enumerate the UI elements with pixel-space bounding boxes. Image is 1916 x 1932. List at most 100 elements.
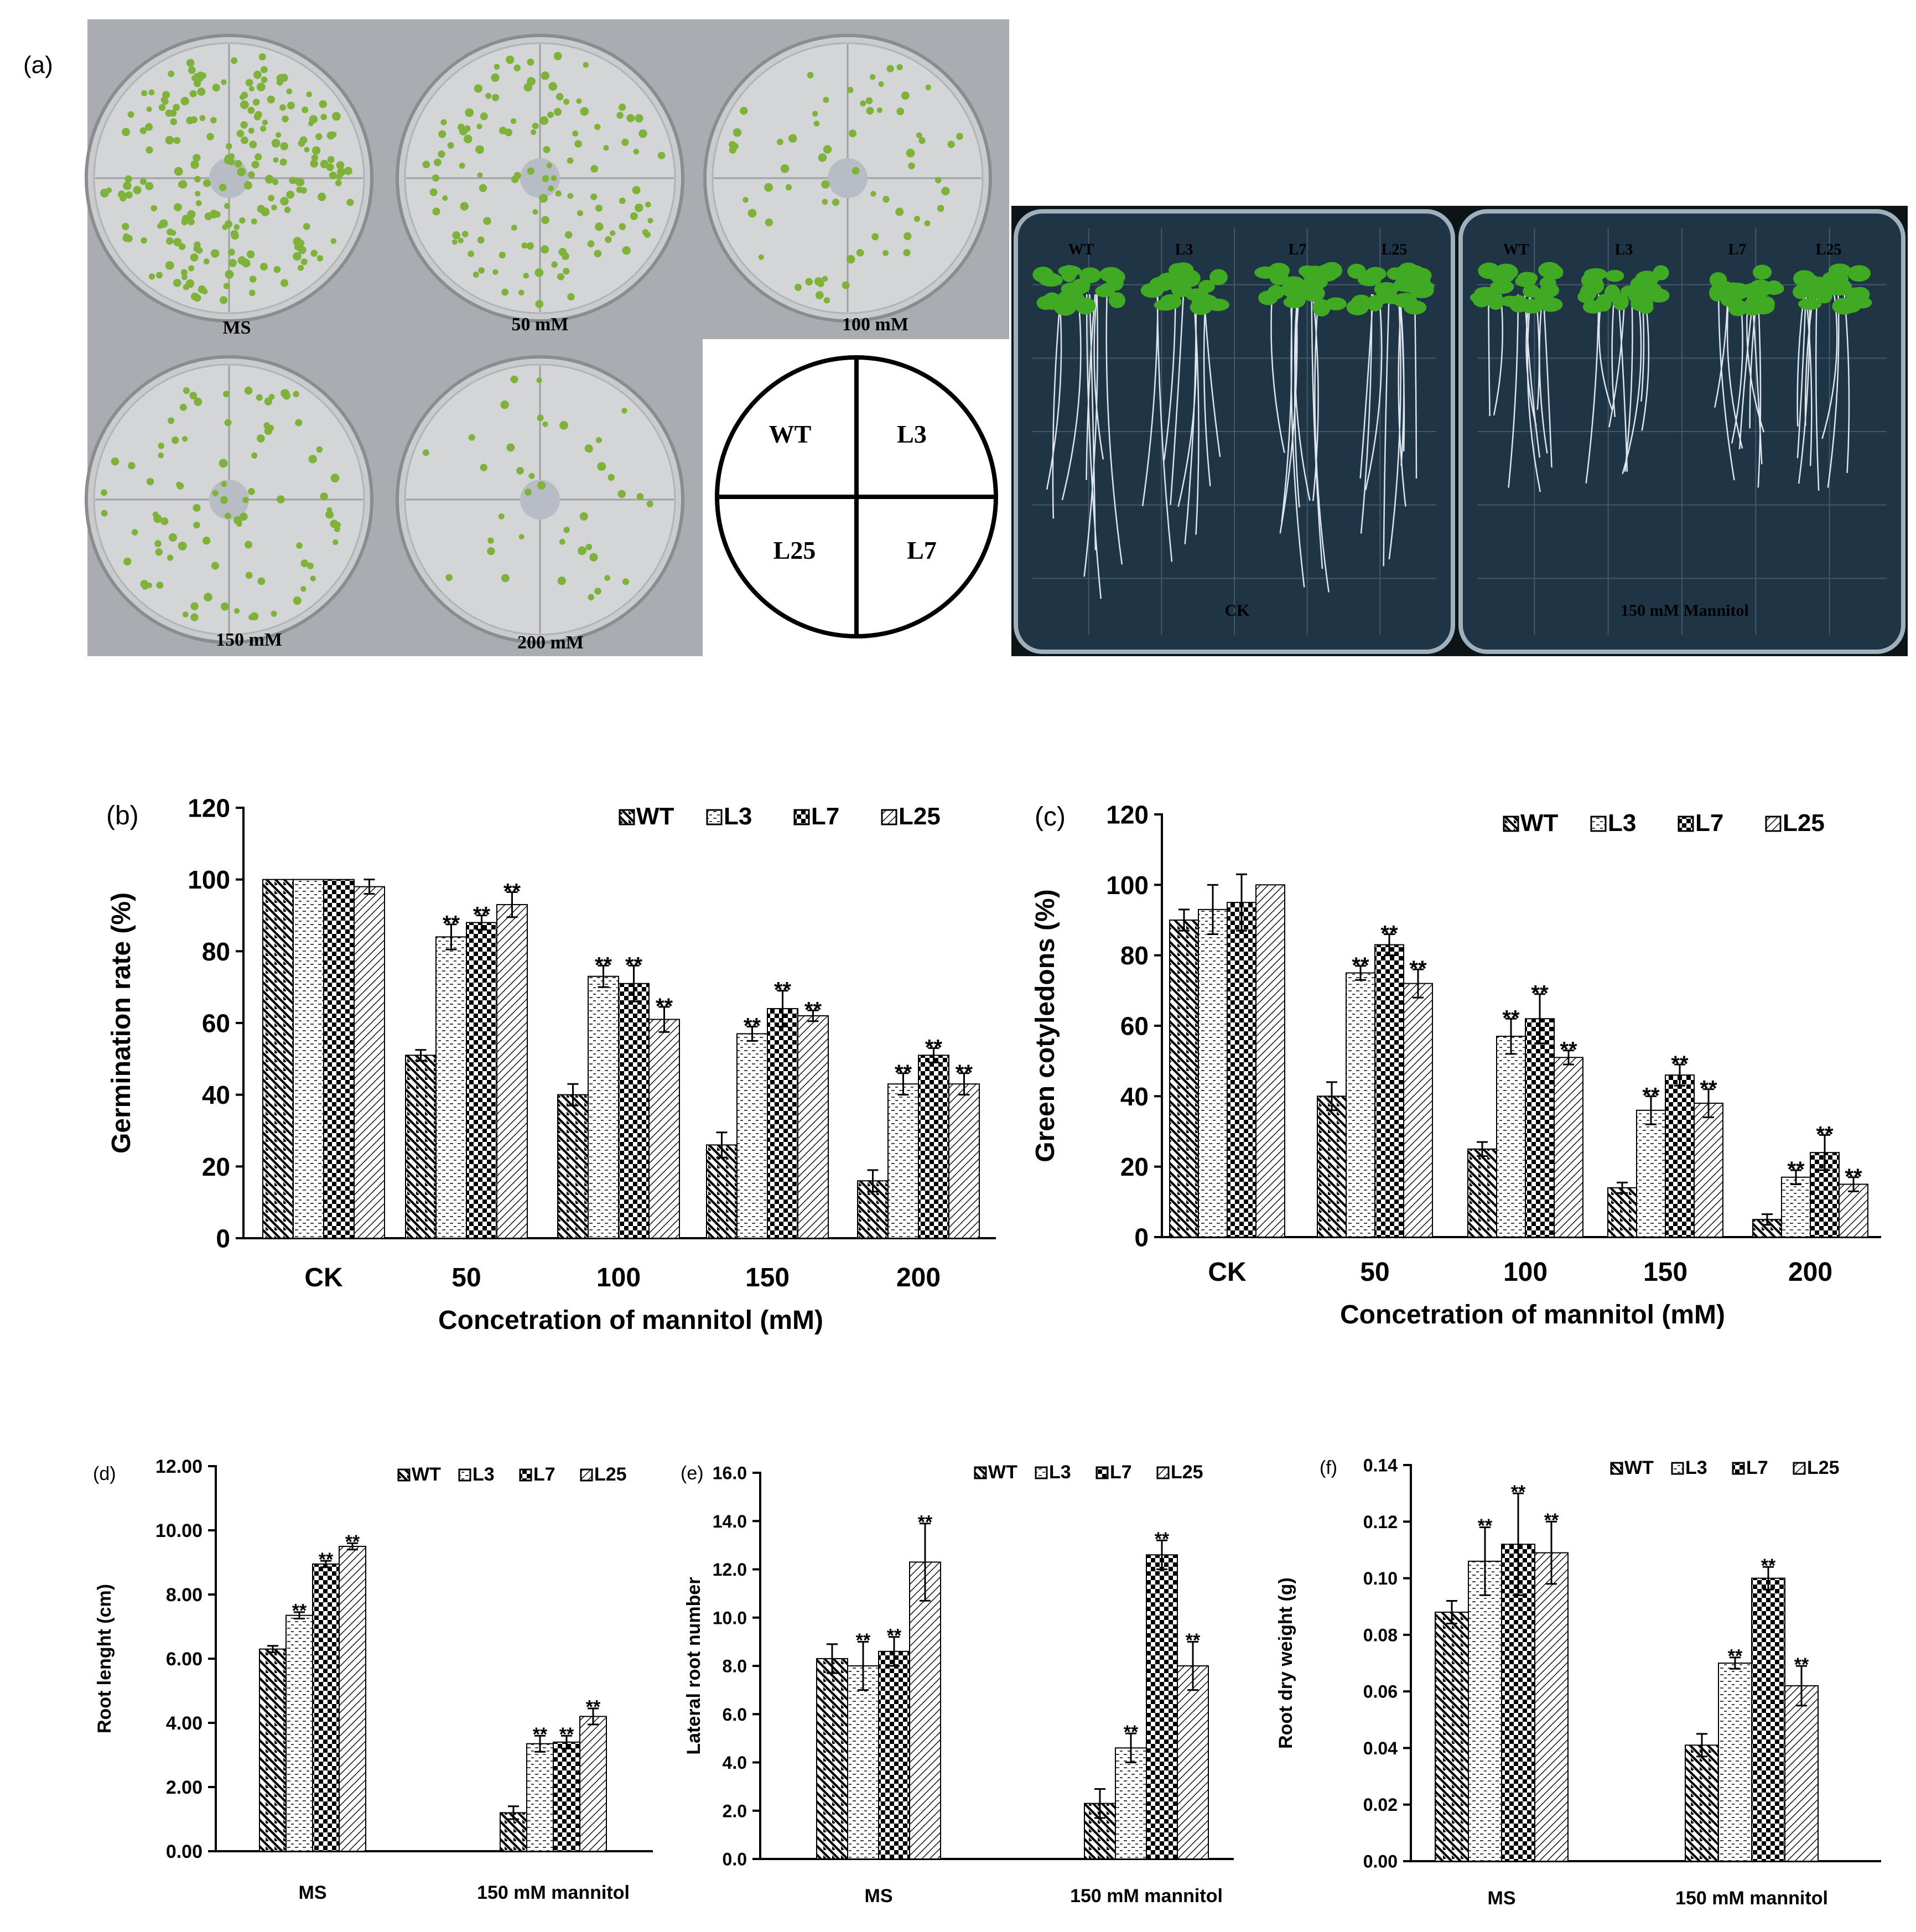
- legend-swatch-l25: [1765, 816, 1782, 832]
- significance-label: **: [925, 1035, 943, 1060]
- error-bar: [415, 1049, 427, 1062]
- bar-l3: [1198, 908, 1228, 1238]
- x-tick-label: 150: [745, 1263, 790, 1292]
- y-axis-label: Root lenght (cm): [94, 1584, 115, 1733]
- significance-label: **: [533, 1724, 548, 1745]
- chart-f-root-dry-weight: (f) 0.00 0.02 0.04 0.06 0.08 0.10 0.12 0.14 Root …: [1275, 1456, 1881, 1909]
- legend-label-l3: L3: [1608, 809, 1636, 837]
- legend: WT L3 L7 L25: [397, 1464, 627, 1485]
- legend-label-l3: L3: [1685, 1457, 1707, 1478]
- legend-label-wt: WT: [636, 803, 674, 830]
- bar-l7: [918, 1055, 949, 1239]
- seedling-leaves: [1470, 262, 1564, 314]
- legend-swatch-l25: [1793, 1462, 1806, 1475]
- bar-l3: [1468, 1560, 1502, 1862]
- y-tick-label: 0.02: [1363, 1795, 1398, 1815]
- bar-l7: [466, 922, 497, 1239]
- error-bar: [1546, 1520, 1557, 1585]
- legend-swatch-l3: [1671, 1462, 1684, 1475]
- bar-l3: [435, 936, 467, 1239]
- bar-l7: [1665, 1074, 1695, 1238]
- error-bar: [347, 1542, 358, 1551]
- bar-wt: [1317, 1095, 1347, 1238]
- seedling-roots: [1046, 294, 1123, 599]
- line-label-wt: WT: [1068, 241, 1094, 258]
- seedling-leaves: [1254, 262, 1347, 316]
- legend-swatch-wt: [974, 1466, 987, 1479]
- y-tick-label: 0.14: [1363, 1456, 1398, 1476]
- bar-l3: [1115, 1747, 1147, 1860]
- legend-label-wt: WT: [1624, 1457, 1654, 1478]
- petri-plate: 100 mM: [703, 34, 992, 335]
- error-bar: [1534, 993, 1545, 1045]
- seedling-roots: [1359, 294, 1417, 567]
- error-bar: [1178, 908, 1190, 932]
- x-tick-label: 50: [1360, 1258, 1389, 1287]
- error-bar: [567, 1083, 579, 1107]
- bar-l25: [496, 904, 528, 1239]
- petri-plate: 50 mM: [396, 34, 684, 335]
- bar-wt: [259, 1648, 287, 1852]
- bar-l25: [339, 1546, 366, 1852]
- error-bar: [1326, 1081, 1337, 1112]
- line-label-l3: L3: [1615, 241, 1633, 258]
- bar-l25: [1177, 1665, 1209, 1860]
- error-bar: [1477, 1141, 1488, 1157]
- error-bar: [746, 1025, 758, 1042]
- bar-l7: [1146, 1554, 1178, 1860]
- y-tick-label: 14.0: [713, 1512, 747, 1531]
- seedlings: [101, 386, 341, 621]
- bar-l25: [354, 886, 385, 1239]
- bar-l3: [588, 975, 619, 1239]
- x-tick-label: 100: [596, 1263, 641, 1292]
- line-label-l7: L7: [1289, 241, 1307, 258]
- error-bar: [1236, 873, 1247, 932]
- significance-label: **: [774, 978, 792, 1003]
- error-bar: [364, 879, 375, 895]
- significance-label: **: [956, 1061, 973, 1085]
- y-tick-label: 40: [202, 1081, 230, 1109]
- bar-wt: [1169, 920, 1199, 1238]
- bar-l25: [797, 1015, 829, 1239]
- x-tick-label: MS: [299, 1882, 327, 1903]
- bar-wt: [816, 1658, 848, 1860]
- y-tick-label: 8.0: [723, 1656, 747, 1676]
- y-axis-label: Lateral root number: [683, 1577, 704, 1754]
- significance-label: **: [895, 1061, 912, 1085]
- error-bar: [1187, 1640, 1198, 1691]
- error-bar: [1156, 1539, 1167, 1570]
- error-bar: [1413, 968, 1424, 999]
- legend-label-l7: L7: [1110, 1462, 1132, 1483]
- line-label-l3: L3: [1175, 241, 1193, 258]
- seedling-roots: [1796, 294, 1850, 491]
- error-bar: [1674, 1063, 1685, 1087]
- bar-l7: [1501, 1544, 1535, 1862]
- bar-l7: [553, 1741, 580, 1852]
- bar-l7: [878, 1650, 910, 1860]
- y-tick-label: 10.00: [155, 1520, 202, 1541]
- y-tick-label: 120: [1106, 801, 1149, 829]
- panel-a: (a) MS 50 mM 100 mM 150 mM 200 mM WT L3 L25 …: [23, 19, 1908, 656]
- y-tick-label: 0: [1134, 1223, 1149, 1252]
- bar-wt: [706, 1144, 738, 1239]
- panel-label: (f): [1320, 1457, 1337, 1478]
- y-tick-label: 16.0: [713, 1463, 747, 1483]
- y-tick-label: 2.0: [723, 1801, 747, 1821]
- bar-wt: [1607, 1187, 1637, 1238]
- significance-label: **: [656, 994, 673, 1019]
- error-bar: [1563, 1050, 1574, 1066]
- quadrant-label-wt: WT: [769, 420, 812, 448]
- bar-l25: [909, 1561, 941, 1860]
- error-bar: [1796, 1665, 1807, 1707]
- line-label-wt: WT: [1503, 241, 1529, 258]
- significance-label: **: [473, 903, 491, 927]
- significance-label: **: [1816, 1122, 1834, 1146]
- bar-l7: [618, 983, 650, 1239]
- panel-label: (c): [1035, 802, 1066, 832]
- bar-l7: [1227, 902, 1256, 1238]
- bar-l25: [1554, 1057, 1583, 1238]
- legend-swatch-l7: [793, 809, 810, 825]
- seedlings: [100, 53, 354, 304]
- significance-label: **: [1544, 1510, 1559, 1531]
- panel-a-label: (a): [23, 51, 53, 79]
